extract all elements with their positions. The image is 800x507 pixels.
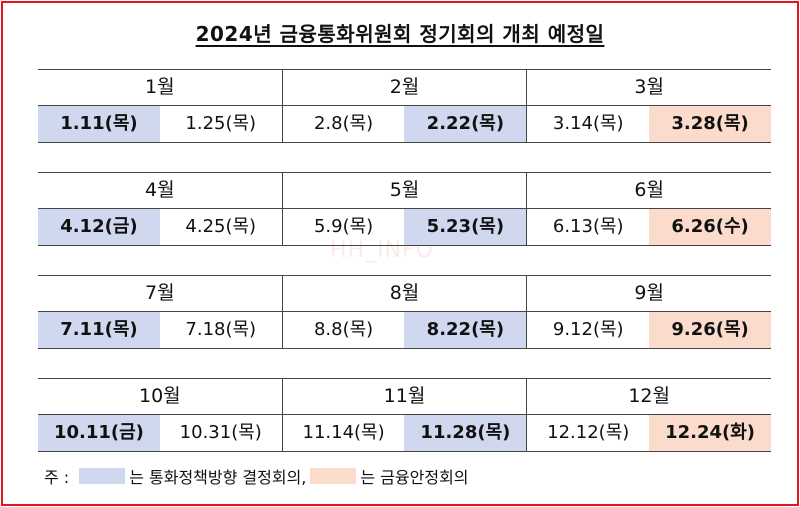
month-header-row: 7월 8월 9월 — [38, 276, 771, 312]
quarter-block: 7월 8월 9월 7.11(목) 7.18(목) 8.8(목) 8.22(목) 9.12(목)… — [38, 275, 771, 349]
month-header: 10월 — [38, 379, 283, 414]
stability-meeting-date: 12.24(화) — [649, 415, 771, 451]
month-header: 3월 — [634, 76, 664, 98]
quarter-block: 10월 11월 12월 10.11(금) 10.31(목) 11.14(목) 11.28(목… — [38, 378, 771, 452]
stability-meeting-date: 3.28(목) — [649, 106, 771, 142]
policy-meeting-date: 2.22(목) — [404, 106, 528, 142]
page-title: 2024년 금융통화위원회 정기회의 개최 예정일 — [0, 18, 800, 47]
legend-note: 주 : 는 통화정책방향 결정회의, 는 금융안정회의 — [44, 464, 469, 488]
month-header: 8월 — [283, 276, 528, 311]
policy-meeting-date: 7.11(목) — [38, 312, 160, 348]
quarter-block: 1월 2월 3월 1.11(목) 1.25(목) 2.8(목) 2.22(목) 3.14(목)… — [38, 69, 771, 143]
title-text: 2024년 금융통화위원회 정기회의 개최 예정일 — [195, 22, 605, 46]
stability-meeting-date: 6.26(수) — [649, 209, 771, 245]
meeting-date: 12.12(목) — [547, 422, 630, 443]
policy-legend-text: 는 통화정책방향 결정회의, — [129, 468, 307, 487]
stability-swatch — [310, 468, 357, 484]
month-header-row: 10월 11월 12월 — [38, 379, 771, 415]
note-prefix: 주 : — [44, 468, 70, 487]
meeting-date: 3.14(목) — [552, 113, 624, 134]
meeting-date: 10.31(목) — [160, 415, 283, 451]
month-header: 4월 — [38, 173, 283, 208]
month-header: 12월 — [628, 385, 671, 407]
date-row: 7.11(목) 7.18(목) 8.8(목) 8.22(목) 9.12(목) 9.26(목… — [38, 312, 771, 348]
meeting-date: 5.9(목) — [313, 216, 374, 237]
month-header-row: 1월 2월 3월 — [38, 70, 771, 106]
stability-meeting-date: 9.26(목) — [649, 312, 771, 348]
policy-meeting-date: 11.28(목) — [404, 415, 528, 451]
month-header: 6월 — [634, 179, 664, 201]
date-row: 4.12(금) 4.25(목) 5.9(목) 5.23(목) 6.13(목) 6.26(수… — [38, 209, 771, 245]
meeting-date: 8.8(목) — [313, 319, 374, 340]
meeting-date: 7.18(목) — [160, 312, 283, 348]
month-header: 7월 — [38, 276, 283, 311]
meeting-date: 11.14(목) — [302, 422, 385, 443]
policy-meeting-date: 4.12(금) — [38, 209, 160, 245]
date-row: 1.11(목) 1.25(목) 2.8(목) 2.22(목) 3.14(목) 3.28(목… — [38, 106, 771, 142]
policy-swatch — [79, 468, 126, 484]
month-header: 2월 — [283, 70, 528, 105]
policy-meeting-date: 5.23(목) — [404, 209, 528, 245]
date-row: 10.11(금) 10.31(목) 11.14(목) 11.28(목) 12.12(목)… — [38, 415, 771, 451]
meeting-date: 1.25(목) — [160, 106, 283, 142]
meeting-date: 9.12(목) — [552, 319, 624, 340]
meeting-date: 6.13(목) — [552, 216, 624, 237]
meeting-date: 4.25(목) — [160, 209, 283, 245]
month-header: 11월 — [283, 379, 528, 414]
month-header: 1월 — [38, 70, 283, 105]
stability-legend-text: 는 금융안정회의 — [360, 468, 469, 487]
quarter-block: 4월 5월 6월 4.12(금) 4.25(목) 5.9(목) 5.23(목) 6.13(목)… — [38, 172, 771, 246]
policy-meeting-date: 8.22(목) — [404, 312, 528, 348]
month-header: 9월 — [634, 282, 664, 304]
policy-meeting-date: 10.11(금) — [38, 415, 160, 451]
meeting-date: 2.8(목) — [313, 113, 374, 134]
month-header-row: 4월 5월 6월 — [38, 173, 771, 209]
month-header: 5월 — [283, 173, 528, 208]
policy-meeting-date: 1.11(목) — [38, 106, 160, 142]
